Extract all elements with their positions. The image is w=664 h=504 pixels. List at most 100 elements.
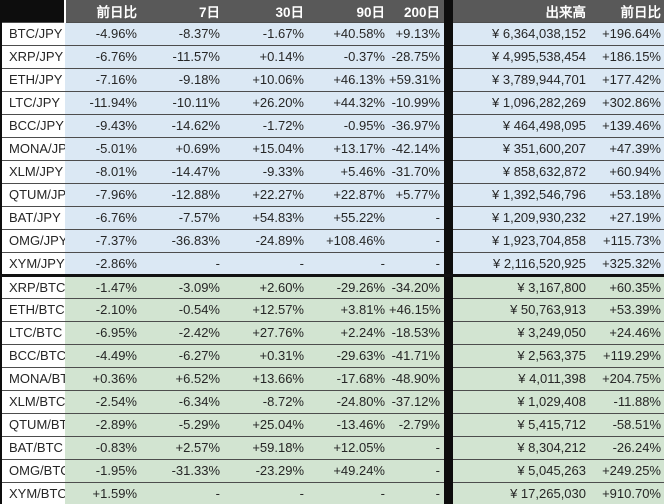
table-row: MONA/JPY -5.01% +0.69% +15.04% +13.17% -… [1,137,664,161]
cell-day-change: -2.54% [65,390,141,413]
vertical-divider [444,114,453,138]
cell-30d: +22.27% [224,183,308,206]
cell-30d: +13.66% [224,367,308,390]
cell-day-change: +1.59% [65,482,141,504]
cell-30d: +2.60% [224,275,308,298]
cell-90d: -17.68% [308,367,389,390]
cell-volume: ¥ 1,029,408 [453,390,590,413]
cell-200d: +5.77% [389,183,444,206]
table-row: XLM/JPY -8.01% -14.47% -9.33% +5.46% -31… [1,160,664,184]
cell-volume: ¥ 3,167,800 [453,275,590,298]
cell-200d: -2.79% [389,413,444,436]
pair-label: OMG/BTC [1,459,65,482]
cell-volume: ¥ 3,789,944,701 [453,68,590,91]
cell-volume: ¥ 8,304,212 [453,436,590,459]
pair-label: BCC/JPY [1,114,65,137]
column-header-volume-day-change: 前日比 [590,0,664,22]
cell-volume-day-change: +139.46% [590,114,664,137]
vertical-divider [444,137,453,161]
table-row: BTC/JPY -4.96% -8.37% -1.67% +40.58% +9.… [1,22,664,46]
pair-label: LTC/BTC [1,321,65,344]
table-row: XRP/BTC -1.47% -3.09% +2.60% -29.26% -34… [1,275,664,299]
cell-200d: - [389,229,444,252]
cell-volume: ¥ 4,995,538,454 [453,45,590,68]
cell-7d: - [141,252,224,275]
pair-label: XRP/JPY [1,45,65,68]
cell-7d: - [141,482,224,504]
cell-day-change: -8.01% [65,160,141,183]
cell-200d: -10.99% [389,91,444,114]
cell-7d: -11.57% [141,45,224,68]
pair-label: BAT/JPY [1,206,65,229]
cell-volume-day-change: +115.73% [590,229,664,252]
cell-200d: +9.13% [389,22,444,45]
cell-30d: +0.14% [224,45,308,68]
pair-label: XLM/JPY [1,160,65,183]
cell-volume-day-change: +60.35% [590,275,664,298]
cell-30d: -1.72% [224,114,308,137]
cell-day-change: -6.76% [65,206,141,229]
cell-7d: -36.83% [141,229,224,252]
cell-90d: -29.63% [308,344,389,367]
cell-volume: ¥ 17,265,030 [453,482,590,504]
cell-volume-day-change: +204.75% [590,367,664,390]
cell-30d: +0.31% [224,344,308,367]
cell-30d: +59.18% [224,436,308,459]
cell-30d: -9.33% [224,160,308,183]
pair-label: BAT/BTC [1,436,65,459]
cell-200d: -36.97% [389,114,444,137]
cell-volume-day-change: +325.32% [590,252,664,275]
cell-volume-day-change: +177.42% [590,68,664,91]
cell-90d: +12.05% [308,436,389,459]
cell-volume: ¥ 1,096,282,269 [453,91,590,114]
vertical-divider [444,344,453,368]
table-row: QTUM/BTC -2.89% -5.29% +25.04% -13.46% -… [1,413,664,437]
vertical-divider [444,0,453,23]
table-row: ETH/BTC -2.10% -0.54% +12.57% +3.81% +46… [1,298,664,322]
cell-day-change: -2.89% [65,413,141,436]
cell-7d: -2.42% [141,321,224,344]
table-row: XYM/BTC +1.59% - - - - ¥ 17,265,030 +910… [1,482,664,504]
vertical-divider [444,183,453,207]
table-row: LTC/BTC -6.95% -2.42% +27.76% +2.24% -18… [1,321,664,345]
vertical-divider [444,22,453,46]
cell-30d: -24.89% [224,229,308,252]
cell-90d: -0.95% [308,114,389,137]
cell-7d: -14.62% [141,114,224,137]
cell-volume-day-change: +249.25% [590,459,664,482]
cell-volume: ¥ 2,563,375 [453,344,590,367]
cell-volume: ¥ 3,249,050 [453,321,590,344]
pair-label: XRP/BTC [1,275,65,298]
cell-day-change: -7.96% [65,183,141,206]
cell-90d: +22.87% [308,183,389,206]
cell-7d: -0.54% [141,298,224,321]
cell-7d: -31.33% [141,459,224,482]
corner-cell [1,0,66,22]
cell-7d: -3.09% [141,275,224,298]
pair-label: ETH/JPY [1,68,65,91]
vertical-divider [444,436,453,460]
table-row: XYM/JPY -2.86% - - - - ¥ 2,116,520,925 +… [1,252,664,276]
cell-volume-day-change: +27.19% [590,206,664,229]
cell-30d: -23.29% [224,459,308,482]
cell-90d: +3.81% [308,298,389,321]
cell-volume-day-change: +910.70% [590,482,664,504]
table-row: LTC/JPY -11.94% -10.11% +26.20% +44.32% … [1,91,664,115]
cell-90d: +108.46% [308,229,389,252]
cell-7d: -10.11% [141,91,224,114]
column-header-volume: 出来高 [453,0,590,22]
pair-label: OMG/JPY [1,229,65,252]
table-row: MONA/BTC +0.36% +6.52% +13.66% -17.68% -… [1,367,664,391]
cell-day-change: -1.95% [65,459,141,482]
table-row: XLM/BTC -2.54% -6.34% -8.72% -24.80% -37… [1,390,664,414]
cell-90d: +13.17% [308,137,389,160]
vertical-divider [444,45,453,69]
cell-volume-day-change: +53.39% [590,298,664,321]
cell-90d: -13.46% [308,413,389,436]
cell-200d: -37.12% [389,390,444,413]
cell-7d: -5.29% [141,413,224,436]
cell-200d: +46.15% [389,298,444,321]
vertical-divider [444,367,453,391]
